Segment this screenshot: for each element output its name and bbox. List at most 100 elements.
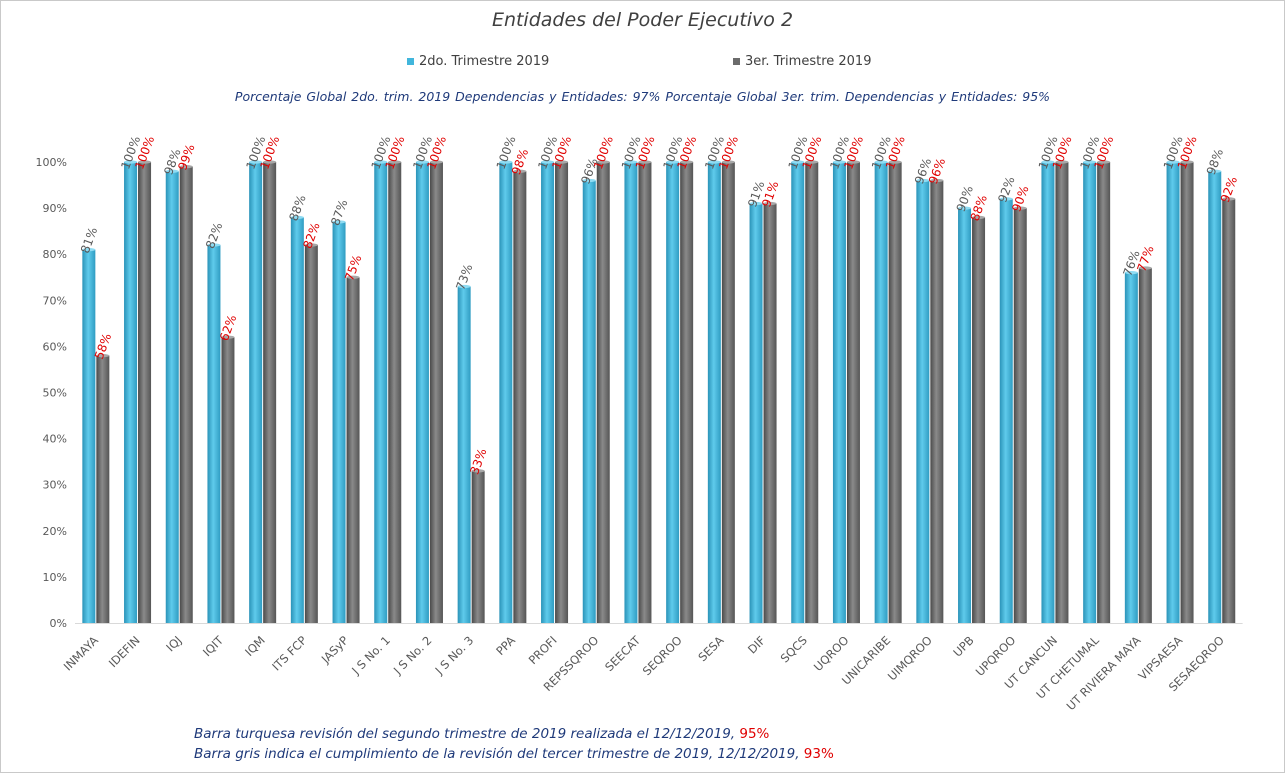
x-tick-label: J S No. 3	[432, 633, 477, 678]
x-tick-label: SEQROO	[640, 633, 685, 678]
x-tick-label: INMAYA	[61, 633, 101, 673]
chart-title: Entidades del Poder Ejecutivo 2	[491, 9, 794, 31]
data-label-series-1: 81%	[78, 225, 100, 255]
bar-top-series-2	[263, 160, 277, 164]
bar-top-series-2	[638, 160, 652, 164]
bar-top-series-1	[874, 160, 888, 164]
bar-top-series-2	[1055, 160, 1069, 164]
bar-top-series-2	[846, 160, 860, 164]
bar-series-2	[888, 162, 902, 623]
bar-series-2	[471, 470, 485, 623]
x-tick-label: UT RIVIERA MAYA	[1064, 633, 1144, 713]
data-label-series-2: 100%	[591, 134, 616, 171]
bar-top-series-2	[930, 178, 944, 183]
bar-series-1	[582, 180, 596, 623]
y-tick-label: 90%	[43, 202, 67, 215]
bar-series-1	[791, 162, 805, 623]
bar-series-1	[1208, 171, 1222, 623]
bar-top-series-1	[1041, 160, 1055, 164]
legend-swatch-series-1	[407, 58, 414, 65]
y-tick-label: 70%	[43, 294, 67, 307]
bar-series-1	[832, 162, 846, 623]
bar-series-2	[138, 162, 152, 623]
note-line-2: Barra gris indica el cumplimiento de la …	[194, 746, 834, 762]
bar-series-1	[958, 208, 972, 623]
x-tick-label: DIF	[745, 633, 768, 656]
legend-item-series-1: 2do. Trimestre 2019	[407, 54, 549, 69]
bar-series-2	[429, 162, 443, 623]
bar-series-2	[930, 180, 944, 623]
bar-series-2	[1180, 162, 1194, 623]
bar-series-2	[680, 162, 694, 623]
bar-series-1	[874, 162, 888, 623]
bar-series-1	[999, 198, 1013, 623]
bar-top-series-1	[1124, 271, 1138, 275]
y-tick-label: 50%	[43, 387, 67, 400]
legend-swatch-series-2	[733, 58, 740, 65]
x-tick-label: IQIT	[200, 633, 227, 660]
bar-top-series-2	[346, 275, 360, 279]
bar-series-1	[82, 249, 96, 623]
bar-series-2	[596, 162, 610, 623]
bar-series-2	[346, 277, 360, 623]
bar-top-series-1	[374, 160, 388, 164]
bar-series-1	[415, 162, 429, 623]
bar-series-1	[165, 171, 179, 623]
bar-series-2	[304, 244, 318, 624]
bar-top-series-1	[624, 160, 638, 164]
bar-series-1	[749, 203, 763, 624]
bar-series-2	[805, 162, 819, 623]
bar-top-series-1	[749, 201, 763, 206]
bar-top-series-1	[791, 160, 805, 164]
legend-item-series-2: 3er. Trimestre 2019	[733, 54, 871, 69]
data-label-series-2: 77%	[1134, 244, 1156, 274]
bar-top-series-1	[707, 160, 721, 164]
bar-series-1	[1083, 162, 1097, 623]
bar-top-series-1	[290, 215, 304, 219]
bar-series-2	[388, 162, 402, 623]
y-tick-label: 20%	[43, 525, 67, 538]
bar-series-1	[916, 180, 930, 623]
bar-series-2	[1013, 208, 1027, 623]
y-tick-label: 40%	[43, 433, 67, 446]
x-tick-label: IQM	[242, 633, 268, 659]
bar-series-1	[666, 162, 680, 623]
bar-series-2	[1222, 198, 1236, 623]
bar-top-series-2	[1222, 197, 1236, 201]
bar-top-series-1	[832, 160, 846, 164]
bar-top-series-2	[680, 160, 694, 164]
bar-top-series-2	[471, 469, 485, 473]
bar-top-series-2	[805, 160, 819, 164]
note-line-1-pct: 95%	[739, 726, 770, 742]
bar-top-series-2	[304, 243, 318, 247]
y-tick-label: 0%	[50, 617, 67, 630]
note-line-2-pct: 93%	[803, 746, 834, 762]
note-line-1-text: Barra turquesa revisión del segundo trim…	[194, 726, 740, 742]
bar-top-series-1	[1083, 160, 1097, 164]
x-tick-label: SQCS	[778, 633, 810, 665]
bar-series-1	[457, 286, 471, 623]
bar-top-series-2	[1013, 206, 1027, 210]
data-label-series-1: 87%	[328, 198, 350, 228]
bar-series-2	[972, 217, 986, 623]
x-tick-label: SESA	[695, 633, 726, 664]
bar-top-series-2	[138, 160, 152, 164]
bar-top-series-1	[415, 160, 429, 164]
bar-top-series-1	[124, 160, 138, 164]
bar-series-1	[707, 162, 721, 623]
data-label-series-1: 88%	[286, 193, 308, 223]
bar-series-2	[96, 355, 110, 623]
x-tick-label: UPB	[950, 633, 976, 659]
y-axis: 0% 10% 20% 30% 40% 50% 60% 70% 80% 90% 100%	[36, 156, 67, 630]
bar-top-series-2	[763, 201, 777, 206]
bar-top-series-1	[499, 160, 513, 164]
legend-label-series-2: 3er. Trimestre 2019	[745, 54, 872, 69]
x-tick-label: IQJ	[163, 633, 184, 654]
bar-series-1	[1041, 162, 1055, 623]
bars	[82, 160, 1236, 624]
bar-top-series-1	[999, 197, 1013, 201]
bar-top-series-2	[513, 169, 527, 173]
y-tick-label: 60%	[43, 340, 67, 353]
x-tick-label: J S No. 1	[348, 633, 393, 678]
